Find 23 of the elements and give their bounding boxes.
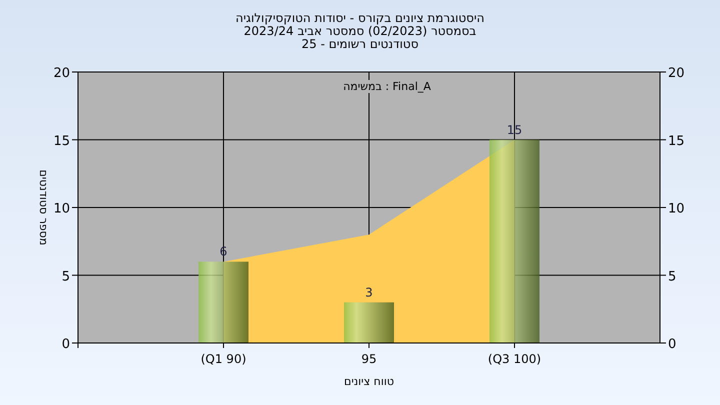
y2-tick-label: 10 [668,202,685,216]
annotation: במשימה : Final_A [343,80,432,93]
x-tick-label: (Q3 100) [488,352,542,366]
y2-tick-label: 15 [668,134,685,149]
x-tick-label: 95 [361,352,377,366]
y-tick-label: 10 [53,202,70,216]
y-tick-label: 15 [53,134,70,149]
bar [344,302,394,343]
y-axis-title: מספר סטודנטים [37,170,50,246]
data-label: 3 [365,285,373,300]
x-axis-title: טווח ציונים [344,375,394,388]
text: בסמסטר (02/2023) סמסטר אביב 2023/24 [244,24,476,38]
y2-tick-label: 5 [668,269,676,284]
y-tick-label: 0 [62,337,70,352]
y2-tick-label: 0 [668,337,676,352]
y2-tick-label: 20 [668,66,685,81]
text: סטודנטים רשומים - 25 [301,37,419,51]
y-tick-label: 20 [53,66,70,81]
y-tick-label: 5 [62,269,70,284]
x-tick-label: (Q1 90) [200,352,246,366]
chart-title: היסטוגרמת ציונים בקורס - יסודות הטוקסיקולוגיה [236,11,484,25]
bar [198,262,248,343]
bar [490,140,540,343]
